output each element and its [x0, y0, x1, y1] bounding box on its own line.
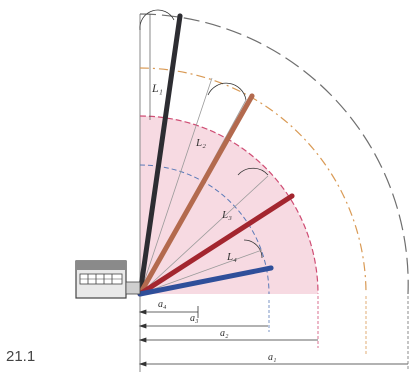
boom-third: [137, 193, 295, 297]
blue-reach-arc: [139, 164, 270, 295]
tip-third: [289, 193, 295, 199]
figure-number: 21.1: [6, 348, 36, 365]
l4-measure-arc: [243, 239, 263, 259]
l3-measure-arc: [237, 167, 269, 176]
boom-shortest: [137, 265, 274, 297]
guide-line-3: [139, 249, 263, 295]
label-a2: a₂: [220, 328, 229, 339]
building-icon: [75, 260, 141, 299]
tip-second: [249, 93, 255, 99]
boom-longest: [137, 13, 183, 297]
label-l4: L₄: [226, 251, 237, 263]
tip-longest: [177, 13, 183, 19]
orange-reach-arc: [139, 67, 367, 295]
label-a1: a₁: [268, 352, 276, 363]
label-l1: L₁: [151, 81, 163, 95]
boom-second: [137, 93, 255, 297]
l2-measure-arc: [207, 82, 247, 101]
guide-line-4: [139, 77, 213, 295]
label-a3: a₃: [190, 313, 199, 324]
label-l3: L₃: [221, 209, 232, 221]
tip-shortest: [268, 265, 274, 271]
dimension-lines: [138, 14, 409, 370]
guide-line-2: [139, 175, 269, 295]
label-l2: L₂: [195, 137, 206, 149]
l1-measure-arc: [139, 9, 175, 31]
pink-reach-arc: [139, 115, 319, 295]
label-a4: a₄: [158, 299, 167, 310]
pink-working-zone: [140, 116, 318, 294]
